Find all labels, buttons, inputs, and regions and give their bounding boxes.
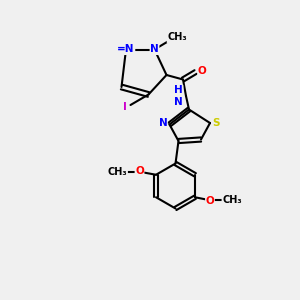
Text: CH₃: CH₃ [167,32,187,43]
Text: I: I [123,101,126,112]
Text: H
N: H N [174,85,183,107]
Text: O: O [198,65,207,76]
Text: N: N [158,118,167,128]
Text: CH₃: CH₃ [108,167,127,177]
Text: O: O [135,166,144,176]
Text: =N: =N [117,44,135,55]
Text: N: N [150,44,159,55]
Text: S: S [212,118,220,128]
Text: O: O [206,196,214,206]
Text: CH₃: CH₃ [222,195,242,205]
